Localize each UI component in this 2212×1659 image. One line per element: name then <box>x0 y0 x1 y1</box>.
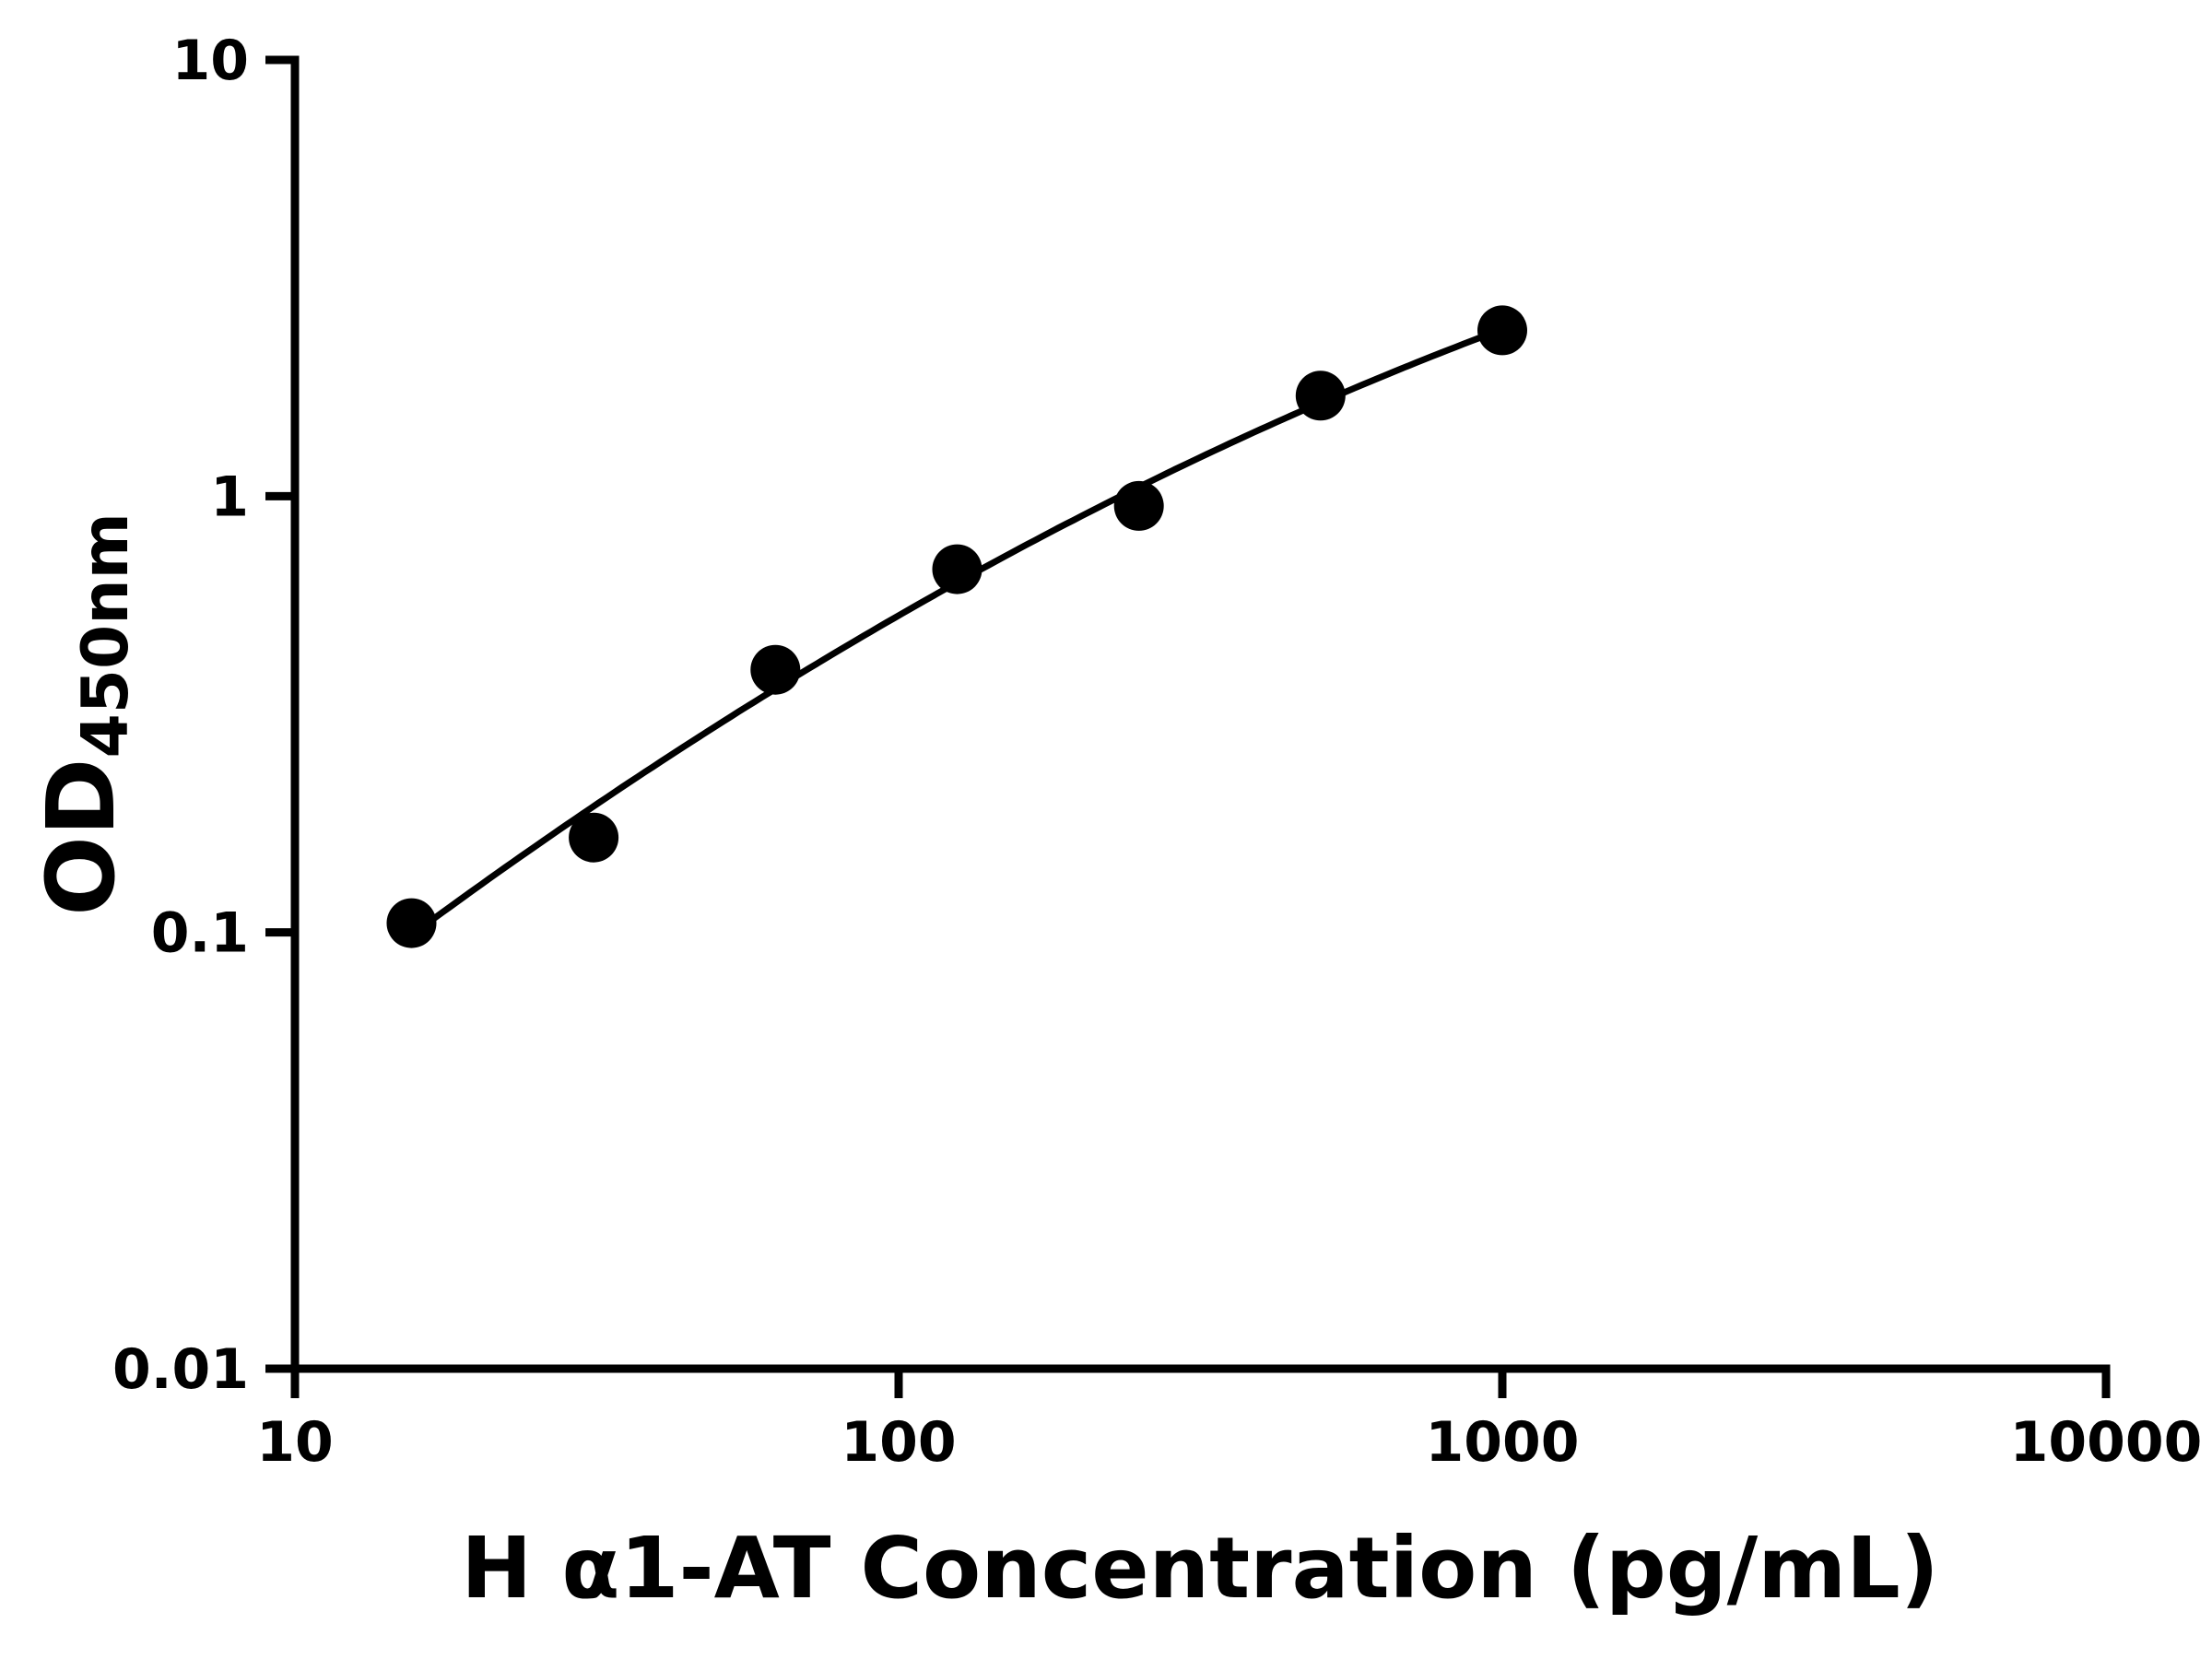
x-tick-label: 10 <box>256 1410 334 1475</box>
data-point <box>750 644 801 695</box>
y-tick-label: 0.1 <box>151 901 249 966</box>
y-tick-label: 1 <box>210 465 249 529</box>
x-tick-label: 100 <box>841 1410 956 1475</box>
data-point <box>386 898 437 948</box>
y-tick-label: 10 <box>172 29 250 93</box>
y-axis-label-sub: 450nm <box>69 512 144 759</box>
data-point <box>1295 371 1346 421</box>
y-tick-label: 0.01 <box>112 1337 249 1402</box>
x-tick-label: 10000 <box>2010 1410 2203 1475</box>
x-tick-label: 1000 <box>1426 1410 1580 1475</box>
y-axis-label-main: OD <box>26 758 136 916</box>
data-point <box>932 544 982 594</box>
data-point <box>1113 480 1164 531</box>
y-axis-label: OD450nm <box>27 512 143 916</box>
x-axis-label: H α1-AT Concentration (pg/mL) <box>461 1519 1939 1618</box>
data-point <box>569 812 619 863</box>
data-point <box>1477 305 1527 356</box>
